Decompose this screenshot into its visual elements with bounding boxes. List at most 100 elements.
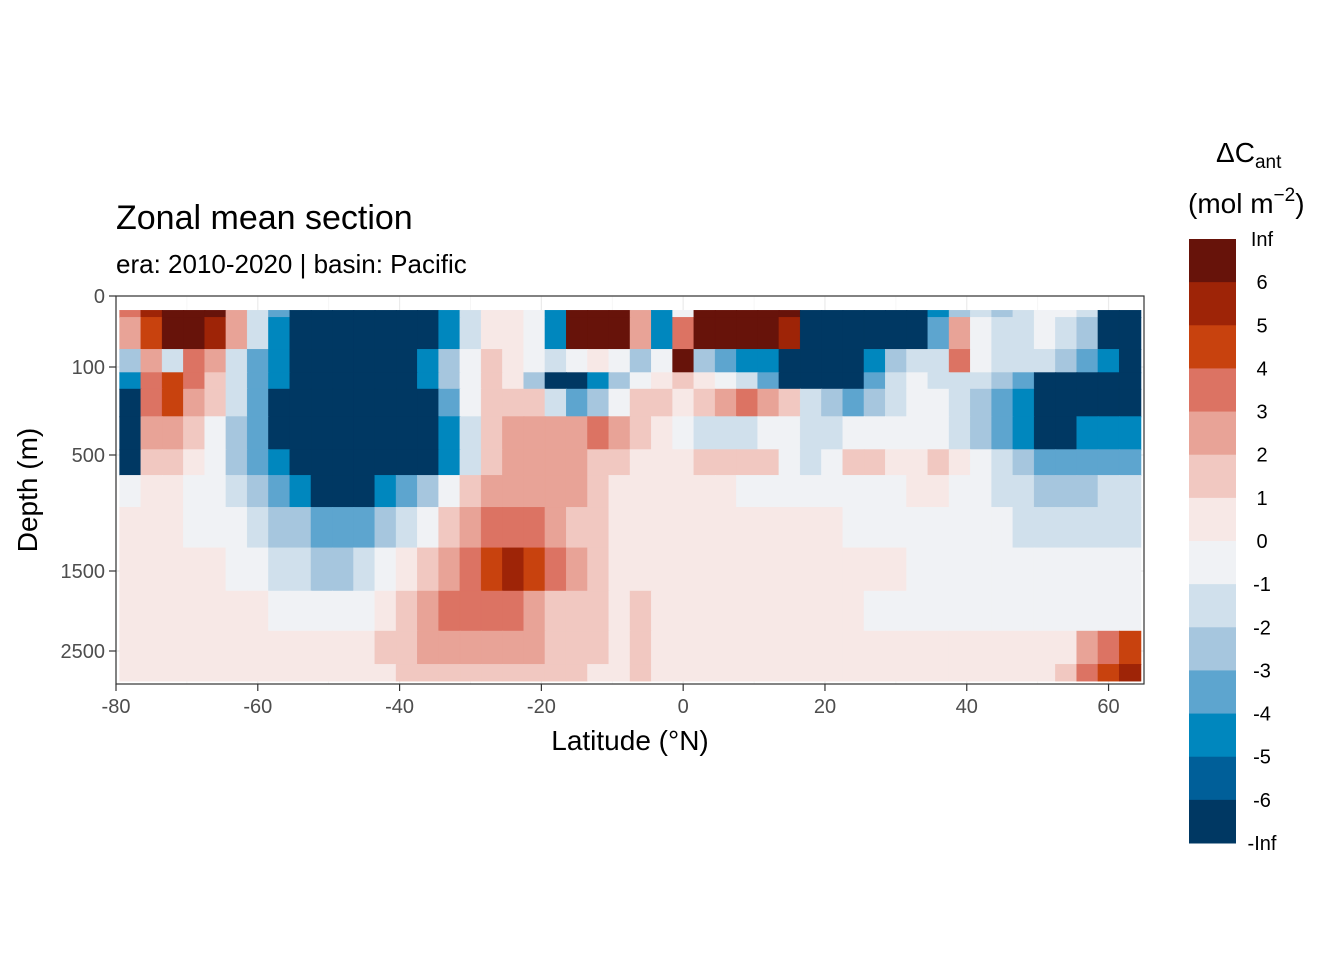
y-tick-label: 500 — [72, 445, 105, 467]
heatmap-cell — [268, 310, 291, 319]
heatmap-cell — [1097, 388, 1120, 418]
heatmap-cell — [714, 630, 738, 665]
heatmap-cell — [544, 310, 567, 319]
heatmap-cell — [523, 317, 546, 351]
heatmap-cell — [140, 388, 163, 418]
heatmap-cell — [395, 372, 419, 390]
heatmap-cell — [1055, 449, 1078, 477]
heatmap-cell — [565, 547, 589, 592]
heatmap-cell — [629, 630, 653, 665]
heatmap-cell — [651, 547, 674, 592]
heatmap-cell — [693, 310, 716, 319]
heatmap-cell — [799, 388, 823, 418]
heatmap-cell — [948, 630, 972, 665]
heatmap-cell — [1076, 349, 1099, 374]
heatmap-cell — [736, 630, 759, 665]
heatmap-cell — [1033, 416, 1057, 451]
heatmap-cell — [544, 590, 567, 632]
heatmap-cell — [629, 317, 653, 351]
heatmap-cell — [1012, 475, 1035, 508]
heatmap-cell — [1012, 664, 1035, 682]
heatmap-cell — [395, 388, 419, 418]
heatmap-cell — [757, 416, 780, 451]
heatmap-cell — [417, 310, 440, 319]
heatmap-cell — [885, 372, 908, 390]
heatmap-cell — [544, 372, 567, 390]
heatmap-cell — [821, 349, 844, 374]
heatmap-cell — [183, 590, 206, 632]
heatmap-cell — [161, 372, 185, 390]
heatmap-cell — [757, 317, 780, 351]
heatmap-cell — [395, 590, 419, 632]
heatmap-cell — [246, 475, 270, 508]
heatmap-cell — [523, 475, 546, 508]
legend-colorbar — [1189, 239, 1236, 844]
heatmap-cell — [374, 372, 397, 390]
heatmap-cell — [927, 630, 950, 665]
heatmap-cell — [183, 475, 206, 508]
heatmap-cell — [587, 372, 610, 390]
heatmap-cell — [587, 507, 610, 549]
heatmap-cell — [629, 349, 653, 374]
heatmap-cell — [353, 475, 376, 508]
heatmap-cell — [693, 590, 716, 632]
heatmap-cell — [842, 630, 865, 665]
heatmap-cell — [289, 317, 312, 351]
heatmap-cell — [1055, 372, 1078, 390]
heatmap-cell — [225, 475, 248, 508]
heatmap-cell — [714, 372, 738, 390]
heatmap-cell — [395, 475, 419, 508]
heatmap-cell — [1118, 590, 1142, 632]
heatmap-cell — [991, 507, 1014, 549]
heatmap-cell — [565, 388, 589, 418]
heatmap-cell — [268, 664, 291, 682]
heatmap-cell — [310, 372, 334, 390]
heatmap-cell — [459, 590, 482, 632]
heatmap-cell — [885, 664, 908, 682]
heatmap-cell — [140, 310, 163, 319]
heatmap-cell — [183, 310, 206, 319]
heatmap-cell — [587, 547, 610, 592]
legend-labels: Inf 6 5 4 3 2 1 0 -1 -2 -3 -4 -5 -6 -Inf — [1248, 229, 1277, 855]
heatmap-cell — [374, 317, 397, 351]
x-tick-label: 60 — [1097, 696, 1119, 718]
heatmap-cell — [1012, 507, 1035, 549]
heatmap-cell — [608, 547, 631, 592]
heatmap-cell — [1012, 317, 1035, 351]
heatmap-cell — [225, 317, 248, 351]
heatmap-cell — [885, 388, 908, 418]
heatmap-cell — [183, 630, 206, 665]
heatmap-cell — [821, 388, 844, 418]
heatmap-cell — [672, 630, 695, 665]
legend-swatch — [1189, 713, 1236, 758]
heatmap-cell — [1033, 349, 1057, 374]
heatmap-cell — [948, 664, 972, 682]
heatmap-cell — [757, 388, 780, 418]
x-tick-label: 40 — [956, 696, 978, 718]
heatmap-cell — [799, 475, 823, 508]
heatmap-cell — [119, 388, 142, 418]
heatmap-cell — [778, 664, 801, 682]
heatmap-cell — [161, 416, 185, 451]
heatmap-cell — [651, 664, 674, 682]
heatmap-cell — [183, 416, 206, 451]
x-tick-label: -20 — [527, 696, 556, 718]
heatmap-cell — [1076, 372, 1099, 390]
heatmap-cell — [970, 547, 993, 592]
heatmap-cell — [821, 547, 844, 592]
heatmap-cell — [1076, 317, 1099, 351]
heatmap-cell — [544, 349, 567, 374]
heatmap-cell — [204, 388, 227, 418]
heatmap-cell — [544, 475, 567, 508]
heatmap-cell — [778, 416, 801, 451]
heatmap-cell — [268, 507, 291, 549]
heatmap-cell — [991, 310, 1014, 319]
heatmap-cell — [332, 416, 355, 451]
heatmap-cell — [246, 449, 270, 477]
heatmap-cell — [374, 664, 397, 682]
heatmap-cell — [374, 449, 397, 477]
heatmap-cell — [885, 590, 908, 632]
heatmap-cell — [651, 317, 674, 351]
heatmap-cell — [757, 349, 780, 374]
heatmap-cell — [225, 590, 248, 632]
